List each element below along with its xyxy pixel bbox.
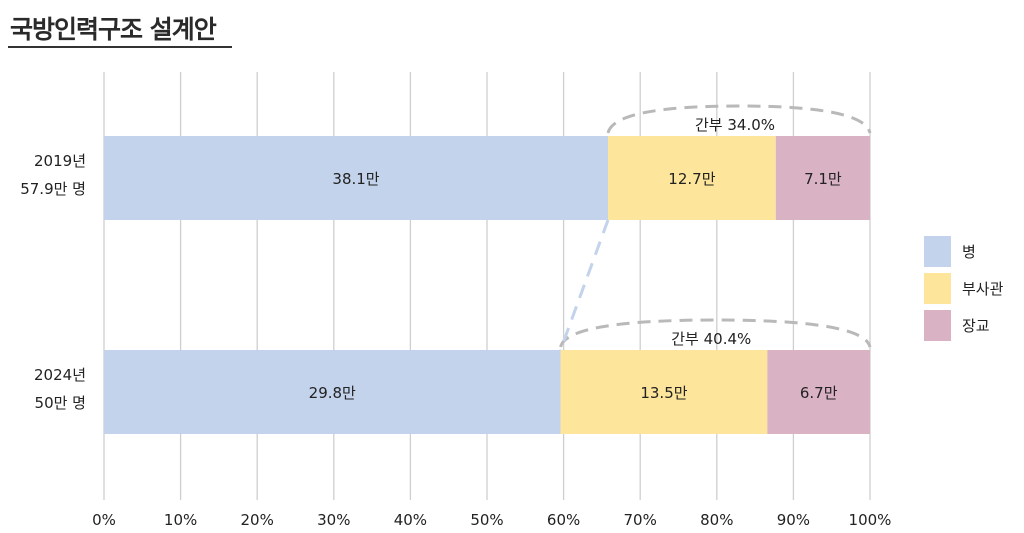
x-tick-label: 70%: [624, 511, 657, 529]
x-tick-label: 0%: [92, 511, 116, 529]
legend-label: 장교: [962, 317, 990, 335]
category-label-total: 50만 명: [35, 394, 86, 412]
officer-share-label: 간부 40.4%: [671, 330, 751, 348]
officer-share-bracket: [606, 104, 872, 134]
bar-segment: [775, 136, 870, 220]
bar-segment: [608, 136, 776, 220]
x-tick-label: 60%: [547, 511, 580, 529]
legend-swatch: [924, 310, 951, 341]
legend-swatch: [924, 273, 951, 304]
bar-value-label: 13.5만: [640, 384, 687, 402]
x-tick-label: 80%: [700, 511, 733, 529]
bar-value-label: 12.7만: [668, 170, 715, 188]
bar-segment: [560, 350, 768, 434]
bar-segment: [767, 350, 870, 434]
bar-segment: [104, 136, 609, 220]
x-tick-label: 50%: [470, 511, 503, 529]
legend-swatch: [924, 236, 951, 267]
legend-label: 병: [962, 243, 976, 261]
bar-segment: [104, 350, 561, 434]
category-label-year: 2019년: [34, 152, 86, 170]
bar-value-label: 38.1만: [332, 170, 379, 188]
officer-share-label: 간부 34.0%: [695, 116, 775, 134]
category-label-total: 57.9만 명: [20, 180, 86, 198]
x-tick-label: 10%: [164, 511, 197, 529]
bar-value-label: 7.1만: [804, 170, 842, 188]
x-tick-label: 40%: [394, 511, 427, 529]
bar-value-label: 29.8만: [309, 384, 356, 402]
officer-share-bracket: [559, 318, 872, 348]
x-tick-label: 100%: [849, 511, 892, 529]
title-underline: [8, 46, 232, 48]
bar-value-label: 6.7만: [800, 384, 838, 402]
x-tick-label: 20%: [241, 511, 274, 529]
x-tick-label: 30%: [317, 511, 350, 529]
enlisted-connector-line: [559, 219, 610, 351]
category-label-year: 2024년: [34, 366, 86, 384]
legend-label: 부사관: [962, 280, 1004, 298]
x-tick-label: 90%: [777, 511, 810, 529]
chart-title: 국방인력구조 설계안: [10, 15, 217, 44]
